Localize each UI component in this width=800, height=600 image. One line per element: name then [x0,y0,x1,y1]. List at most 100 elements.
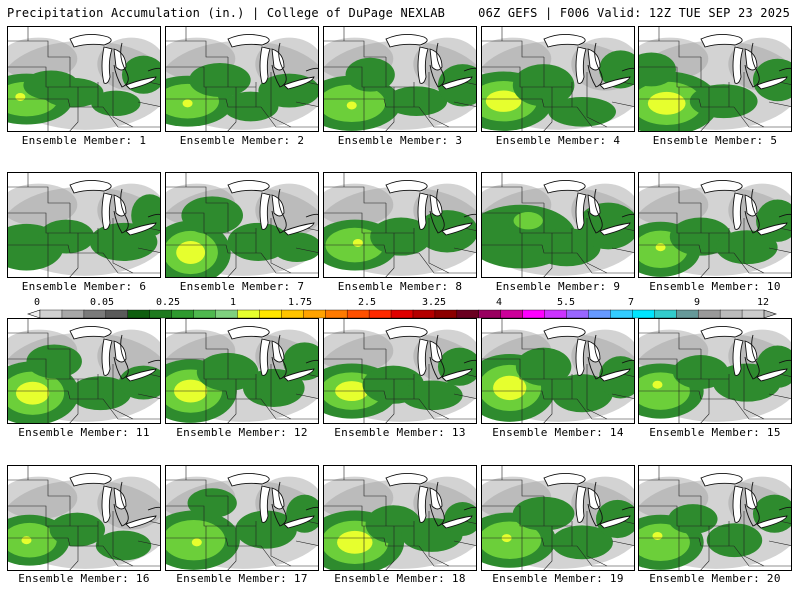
great-lakes [543,180,634,236]
precip-map [166,27,318,131]
colorbar-segment [434,309,458,319]
colorbar-segment [676,309,699,319]
colorbar-tick-label: 4 [495,297,503,308]
colorbar-segment [566,309,589,319]
state-borders [324,319,476,423]
great-lakes [227,326,318,382]
ensemble-map-panel [165,465,319,571]
precip-contour [639,52,676,87]
precip-contour [716,230,778,265]
ensemble-map-panel [7,465,161,571]
state-borders [639,27,791,131]
precip-maximum [30,393,41,402]
precip-contour [69,376,132,411]
precip-contour [370,217,432,256]
colorbar-segment [654,309,677,319]
precip-contour [689,84,758,119]
colorbar-segment [149,309,173,319]
precip-contour [16,381,50,405]
state-borders [166,173,318,277]
precip-map [166,319,318,423]
great-lakes [227,473,318,529]
precip-maximum [182,243,193,252]
precip-map [166,466,318,570]
precip-map [8,466,160,570]
ensemble-map-panel [481,318,635,424]
state-borders [166,466,318,570]
great-lakes [69,326,160,382]
precip-contour [8,522,57,558]
colorbar-tick-label: 2.5 [357,297,377,308]
precip-maximum [21,536,32,545]
precip-map [639,319,791,423]
great-lakes [227,34,318,90]
colorbar-segment [500,309,524,319]
precip-contour [669,217,732,256]
precip-map [8,173,160,277]
precip-contour [235,510,297,549]
precip-contour [385,86,448,117]
precip-map [482,319,634,423]
ensemble-map-panel [7,26,161,132]
colorbar-segment [215,309,238,319]
precip-contour [272,232,318,263]
precip-maximum [191,538,202,547]
ensemble-member-label: Ensemble Member: 3 [337,134,463,147]
precip-contour [706,523,763,558]
state-borders [482,27,634,131]
ensemble-member-label: Ensemble Member: 2 [179,134,305,147]
colorbar-segment [719,309,743,319]
ensemble-member-label: Ensemble Member: 20 [649,572,781,585]
colorbar-segment [346,309,370,319]
ensemble-member-label: Ensemble Member: 16 [18,572,150,585]
precip-maximum [349,384,360,393]
precip-contour [512,64,575,107]
colorbar-segment [522,309,546,319]
ensemble-map-panel [638,465,792,571]
colorbar-segment [390,309,414,319]
state-borders [8,27,160,131]
precip-map [639,173,791,277]
precip-contour [26,344,82,379]
state-borders [8,319,160,423]
colorbar-tick-label: 0.05 [89,297,115,308]
state-borders [324,173,476,277]
ensemble-map-panel [481,172,635,278]
precip-map [639,27,791,131]
precip-maximum [15,92,26,101]
colorbar-segment [478,309,502,319]
colorbar-segment [588,309,611,319]
precip-map [482,173,634,277]
ensemble-member-label: Ensemble Member: 9 [495,280,621,293]
colorbar-segment [105,309,129,319]
precip-contour [41,77,104,108]
precip-maximum [495,92,506,101]
ensemble-member-label: Ensemble Member: 10 [649,280,781,293]
colorbar-segment [303,309,326,319]
ensemble-member-label: Ensemble Member: 11 [18,426,150,439]
ensemble-map-panel [638,26,792,132]
precip-maximum [661,99,672,108]
colorbar-tick-label: 5.5 [556,297,576,308]
great-lakes [543,326,634,382]
precip-maximum [504,382,515,391]
colorbar-segment [61,309,85,319]
chart-title: Precipitation Accumulation (in.) | Colle… [7,6,446,20]
ensemble-map-panel [638,172,792,278]
colorbar-segment [83,309,107,319]
ensemble-member-label: Ensemble Member: 1 [21,134,147,147]
precip-contour [551,374,613,413]
great-lakes [385,326,476,382]
ensemble-map-panel [165,172,319,278]
precip-contour [181,196,243,235]
state-borders [8,466,160,570]
precip-maximum [655,243,666,252]
ensemble-member-label: Ensemble Member: 13 [334,426,466,439]
state-borders [639,319,791,423]
precip-contour [196,352,259,392]
precip-contour [515,347,572,386]
great-lakes [700,326,791,382]
precip-contour [189,63,251,97]
precip-contour [401,380,463,411]
ensemble-member-label: Ensemble Member: 6 [21,280,147,293]
